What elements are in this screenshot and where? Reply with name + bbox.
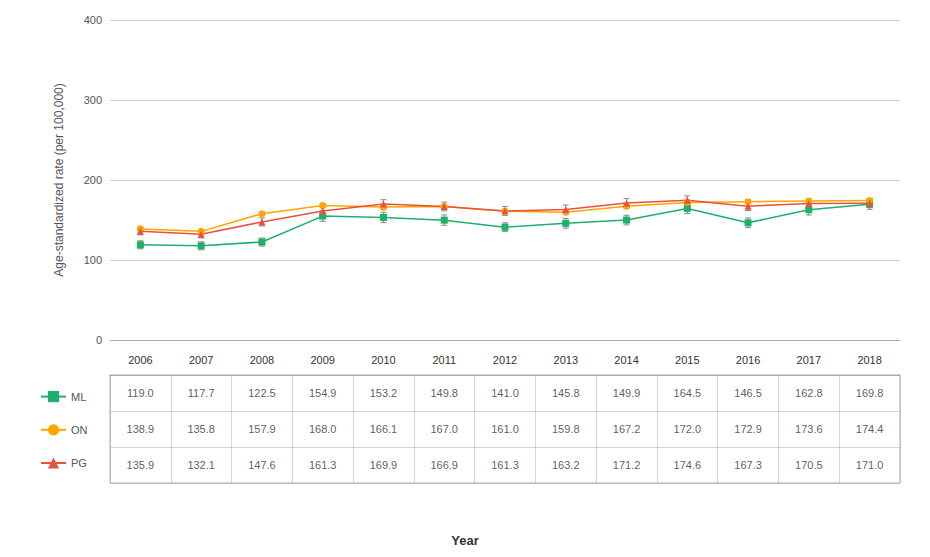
svg-text:146.5: 146.5	[734, 387, 762, 399]
svg-text:169.9: 169.9	[370, 459, 398, 471]
svg-text:157.9: 157.9	[248, 423, 276, 435]
svg-text:163.2: 163.2	[552, 459, 580, 471]
svg-text:2018: 2018	[857, 354, 881, 366]
svg-text:167.0: 167.0	[430, 423, 458, 435]
svg-text:166.1: 166.1	[370, 423, 398, 435]
svg-text:2010: 2010	[371, 354, 395, 366]
svg-text:159.8: 159.8	[552, 423, 580, 435]
svg-text:145.8: 145.8	[552, 387, 580, 399]
svg-text:Age-standardized rate (per 100: Age-standardized rate (per 100,000)	[52, 83, 66, 276]
svg-text:2011: 2011	[432, 354, 456, 366]
svg-text:161.3: 161.3	[491, 459, 519, 471]
svg-text:2009: 2009	[310, 354, 334, 366]
svg-text:147.6: 147.6	[248, 459, 276, 471]
svg-text:149.9: 149.9	[613, 387, 641, 399]
svg-text:132.1: 132.1	[187, 459, 215, 471]
svg-text:169.8: 169.8	[856, 387, 884, 399]
svg-text:167.2: 167.2	[613, 423, 641, 435]
svg-text:ML: ML	[71, 391, 86, 403]
svg-text:135.8: 135.8	[187, 423, 215, 435]
svg-text:172.0: 172.0	[674, 423, 702, 435]
svg-text:ON: ON	[71, 424, 88, 436]
svg-text:174.4: 174.4	[856, 423, 884, 435]
svg-text:162.8: 162.8	[795, 387, 823, 399]
svg-text:2014: 2014	[614, 354, 638, 366]
svg-text:PG: PG	[71, 457, 87, 469]
svg-text:138.9: 138.9	[127, 423, 155, 435]
svg-text:161.3: 161.3	[309, 459, 337, 471]
svg-text:171.2: 171.2	[613, 459, 641, 471]
svg-text:117.7: 117.7	[188, 387, 215, 399]
svg-text:400: 400	[84, 14, 102, 26]
svg-text:100: 100	[84, 254, 102, 266]
svg-text:119.0: 119.0	[127, 387, 154, 399]
svg-text:164.5: 164.5	[674, 387, 702, 399]
svg-text:170.5: 170.5	[795, 459, 823, 471]
svg-text:2017: 2017	[797, 354, 821, 366]
svg-text:2012: 2012	[493, 354, 517, 366]
svg-text:2016: 2016	[736, 354, 760, 366]
svg-text:174.6: 174.6	[674, 459, 702, 471]
svg-text:2013: 2013	[554, 354, 578, 366]
svg-text:Year: Year	[451, 533, 478, 548]
svg-text:141.0: 141.0	[491, 387, 519, 399]
svg-text:2007: 2007	[189, 354, 213, 366]
svg-text:122.5: 122.5	[248, 387, 276, 399]
svg-text:300: 300	[84, 94, 102, 106]
svg-text:172.9: 172.9	[734, 423, 762, 435]
svg-text:168.0: 168.0	[309, 423, 337, 435]
svg-text:0: 0	[96, 334, 102, 346]
svg-text:2015: 2015	[675, 354, 699, 366]
svg-text:171.0: 171.0	[856, 459, 884, 471]
svg-text:200: 200	[84, 174, 102, 186]
svg-text:173.6: 173.6	[795, 423, 823, 435]
svg-text:167.3: 167.3	[734, 459, 762, 471]
svg-text:153.2: 153.2	[370, 387, 398, 399]
svg-text:166.9: 166.9	[430, 459, 458, 471]
svg-text:154.9: 154.9	[309, 387, 337, 399]
svg-text:135.9: 135.9	[127, 459, 155, 471]
svg-text:149.8: 149.8	[430, 387, 458, 399]
svg-text:161.0: 161.0	[491, 423, 519, 435]
svg-text:2006: 2006	[128, 354, 152, 366]
svg-text:2008: 2008	[250, 354, 274, 366]
